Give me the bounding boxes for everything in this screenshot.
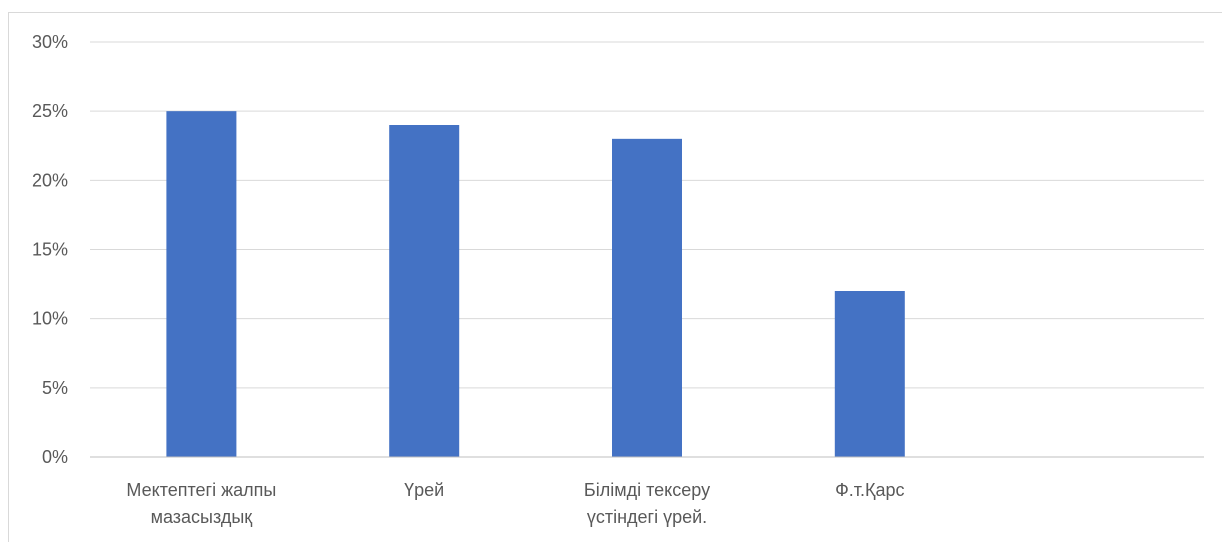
x-category-label: Үрей — [404, 480, 444, 500]
bar — [389, 125, 460, 457]
y-tick-label: 0% — [42, 447, 68, 467]
x-category-label: Мектептегі жалпы — [126, 480, 276, 500]
y-tick-label: 30% — [32, 32, 68, 52]
x-category-label: мазасыздық — [151, 507, 253, 527]
x-category-label: Білімді тексеру — [584, 480, 710, 500]
bars — [166, 111, 905, 458]
y-tick-label: 25% — [32, 101, 68, 121]
y-tick-label: 10% — [32, 309, 68, 329]
bar — [834, 291, 905, 457]
bar — [612, 138, 682, 458]
x-category-label: үстіндегі үрей. — [587, 507, 707, 527]
x-axis-category-labels: Мектептегі жалпы мазасыздық Үрей Білімді те… — [126, 480, 904, 527]
bar — [166, 111, 237, 458]
chart-frame — [8, 12, 1222, 542]
y-tick-label: 5% — [42, 378, 68, 398]
y-tick-label: 15% — [32, 240, 68, 260]
x-category-label: Ф.т.Қарс — [835, 480, 904, 500]
y-tick-label: 20% — [32, 170, 68, 190]
y-axis-tick-labels: 0% 5% 10% 15% 20% 25% 30% — [32, 32, 68, 467]
